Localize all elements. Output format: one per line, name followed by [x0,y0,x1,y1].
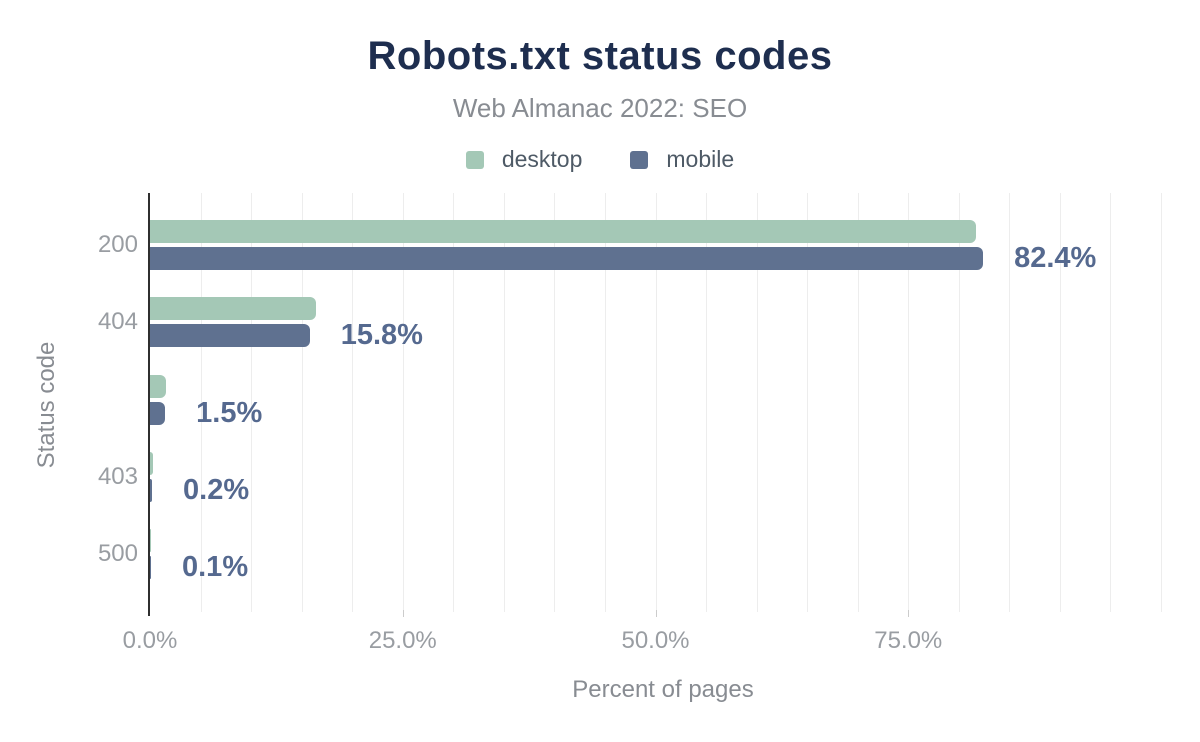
x-axis-title: Percent of pages [572,676,754,703]
gridline [1059,193,1061,612]
chart-subtitle: Web Almanac 2022: SEO [452,93,748,123]
gridline [908,193,910,612]
x-tick-label: 50.0% [621,627,690,654]
value-label: 1.5% [196,396,263,429]
legend-item-mobile: mobile [630,146,734,173]
gridline [857,193,859,612]
legend-item-desktop: desktop [465,146,583,173]
value-label: 0.1% [182,551,249,584]
bar-desktop-404[interactable] [150,297,316,321]
y-tick-label: 500 [97,540,138,568]
bar-mobile-500[interactable] [150,556,151,580]
legend-label-mobile: mobile [666,146,735,172]
gridline [807,193,809,612]
bar-mobile-row2[interactable] [150,401,166,425]
x-axis-tick [402,610,404,617]
y-axis-title: Status code [33,341,60,469]
value-label: 0.2% [183,473,250,506]
legend: desktop mobile [0,146,1200,173]
gridline [604,193,606,612]
x-axis-tick [908,610,910,617]
gridline [251,193,253,612]
bar-desktop-500[interactable] [150,529,151,553]
gridline [352,193,354,612]
y-tick-label: 404 [97,308,138,336]
y-axis-line [148,193,150,616]
bar-mobile-404[interactable] [150,324,310,348]
gridline [655,193,657,612]
y-tick-label: 403 [97,462,138,490]
gridline [1161,193,1162,612]
gridline [453,193,455,612]
chart-title: Robots.txt status codes [367,34,833,78]
legend-label-desktop: desktop [501,146,583,172]
y-tick-label [0,386,138,414]
gridline [402,193,404,612]
gridline [301,193,303,612]
y-tick-label: 200 [97,231,138,258]
plot-area: 0.0% 25.0% 50.0% 75.0% 200 82.4% 404 15.8% 1.5% 4… [98,193,1176,654]
value-label: 15.8% [340,319,423,352]
bar-desktop-403[interactable] [150,451,154,475]
x-tick-label: 25.0% [368,627,437,654]
x-tick-label: 75.0% [874,627,943,654]
gridline [706,193,708,612]
gridline [958,193,960,612]
gridline [200,193,202,612]
gridline [503,193,505,612]
mobile-swatch-icon [630,150,649,169]
x-axis-tick [655,610,657,617]
x-tick-label: 0.0% [122,627,178,654]
bar-mobile-200[interactable] [150,247,984,270]
bar-desktop-200[interactable] [150,220,976,243]
gridline [756,193,758,612]
value-label: 82.4% [1014,242,1097,274]
gridline [1110,193,1112,612]
gridline [1009,193,1011,612]
desktop-swatch-icon [465,150,484,169]
bar-desktop-row2[interactable] [150,374,167,398]
bar-mobile-403[interactable] [150,478,153,502]
gridline [554,193,556,612]
